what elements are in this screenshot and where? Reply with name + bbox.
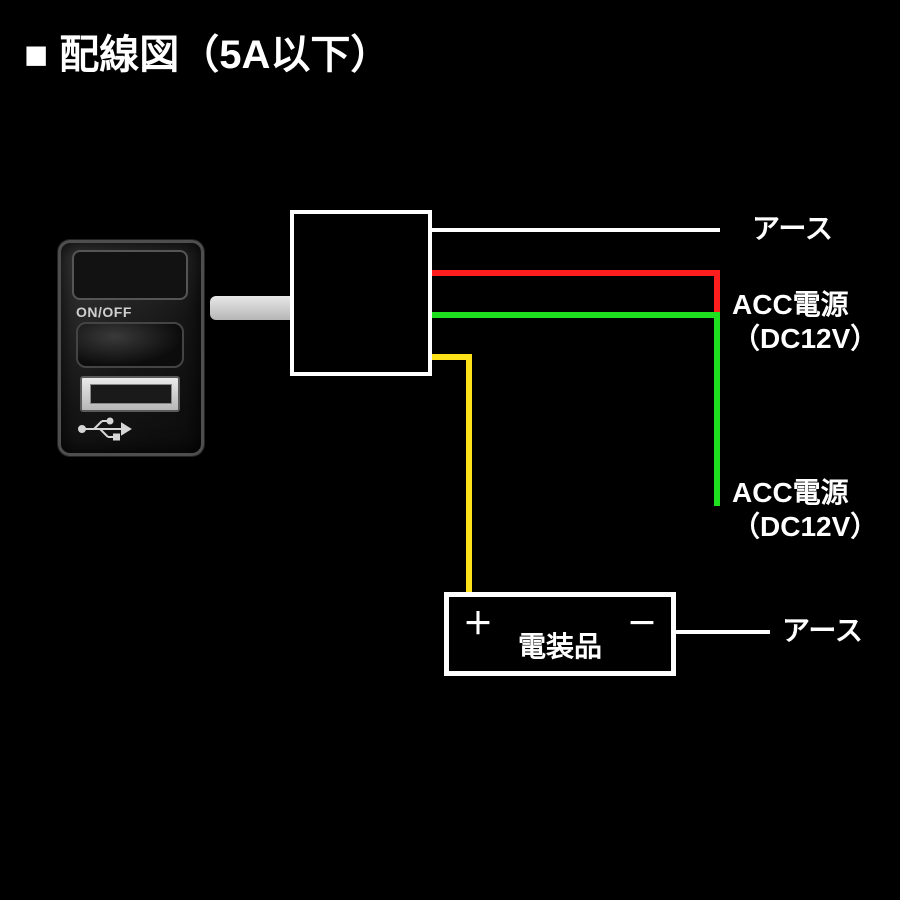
equipment-label: 電装品	[449, 625, 671, 665]
usb-icon	[78, 416, 132, 448]
wire-red-v	[714, 270, 720, 318]
wire-green-v	[714, 312, 720, 506]
wire-yellow-v	[466, 354, 472, 630]
page-title: ■ 配線図（5A以下）	[24, 22, 390, 80]
label-acc-1: ACC電源 （DC12V）	[732, 288, 878, 355]
wire-red-h	[432, 270, 720, 276]
wire-ground-bottom	[676, 630, 770, 634]
usb-switch-device: ON/OFF	[40, 240, 210, 450]
wire-green-h	[432, 312, 720, 318]
label-ground-bottom: アース	[782, 614, 863, 648]
wire-ground-top	[432, 228, 720, 232]
label-ground-top: アース	[752, 212, 833, 246]
junction-block	[290, 210, 432, 376]
device-cable	[210, 296, 296, 320]
equipment-box: ＋ － 電装品	[444, 592, 676, 676]
usb-port	[80, 376, 180, 412]
label-acc-2: ACC電源 （DC12V）	[732, 476, 878, 543]
onoff-button	[76, 322, 184, 368]
onoff-label: ON/OFF	[76, 304, 132, 320]
canvas: ■ 配線図（5A以下） ON/OFF	[0, 0, 900, 900]
